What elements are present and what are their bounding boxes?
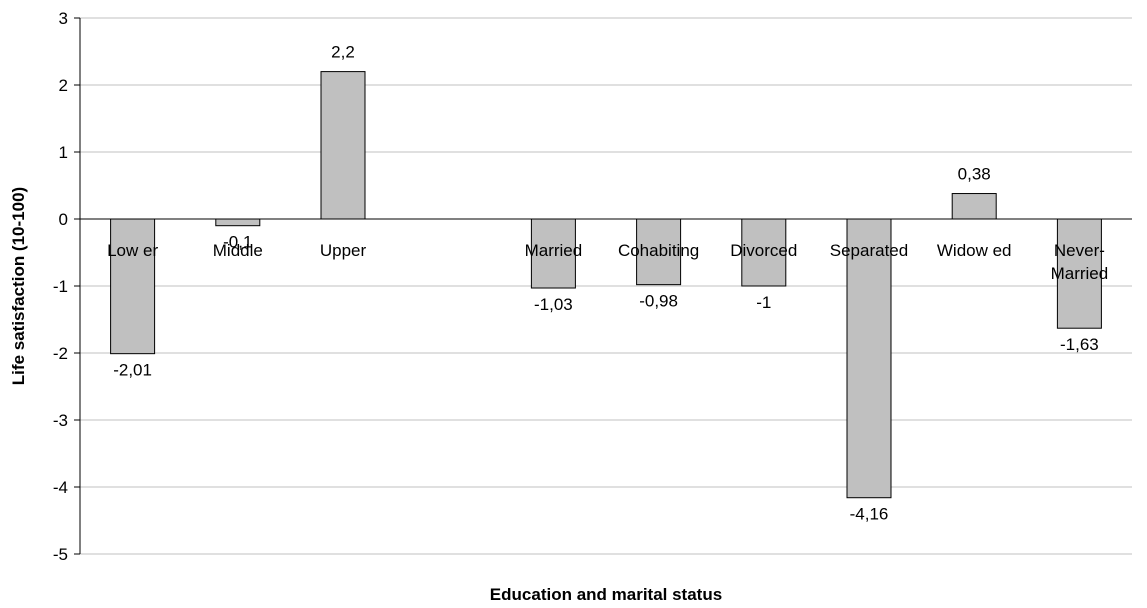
data-label: -1,63 bbox=[1060, 335, 1099, 354]
bar bbox=[636, 218, 682, 286]
bar bbox=[846, 218, 892, 499]
category-label: Middle bbox=[213, 241, 263, 260]
y-tick-label: -1 bbox=[53, 277, 68, 296]
category-label: Widow ed bbox=[937, 241, 1012, 260]
bar bbox=[110, 218, 156, 355]
bar bbox=[951, 193, 997, 220]
data-label: 0,38 bbox=[958, 165, 991, 184]
data-label: 2,2 bbox=[331, 43, 355, 62]
bars bbox=[110, 71, 1102, 499]
bar bbox=[530, 218, 576, 289]
y-tick-label: -2 bbox=[53, 344, 68, 363]
category-label: Separated bbox=[830, 241, 908, 260]
y-tick-label: -4 bbox=[53, 478, 68, 497]
gridlines bbox=[80, 17, 1132, 555]
data-label: -0,98 bbox=[639, 292, 678, 311]
category-label: Married bbox=[1051, 264, 1109, 283]
y-tick-label: -5 bbox=[53, 545, 68, 564]
bar bbox=[215, 218, 261, 227]
y-tick-label: -3 bbox=[53, 411, 68, 430]
category-label: Never- bbox=[1054, 241, 1105, 260]
category-label: Divorced bbox=[730, 241, 797, 260]
category-label: Upper bbox=[320, 241, 367, 260]
data-label: -1,03 bbox=[534, 295, 573, 314]
data-label: -1 bbox=[756, 293, 771, 312]
y-tick-label: 3 bbox=[59, 9, 68, 28]
bar bbox=[1056, 218, 1102, 329]
category-label: Cohabiting bbox=[618, 241, 699, 260]
category-label: Married bbox=[525, 241, 583, 260]
data-label: -0,1 bbox=[223, 233, 252, 252]
bar bbox=[320, 71, 366, 220]
data-label: -2,01 bbox=[113, 361, 152, 380]
y-axis-title: Life satisfaction (10-100) bbox=[9, 187, 28, 385]
category-label: Low er bbox=[107, 241, 158, 260]
data-label: -4,16 bbox=[850, 505, 889, 524]
labels: -2,01 -0,1 2,2 -1,03 -0,98 -1 -4,16 0,38 -1,63 Lo… bbox=[107, 43, 1108, 524]
y-tick-label: 0 bbox=[59, 210, 68, 229]
y-tick-label: 1 bbox=[59, 143, 68, 162]
x-axis-title: Education and marital status bbox=[490, 585, 722, 604]
bar bbox=[741, 218, 787, 287]
y-tick-label: 2 bbox=[59, 76, 68, 95]
